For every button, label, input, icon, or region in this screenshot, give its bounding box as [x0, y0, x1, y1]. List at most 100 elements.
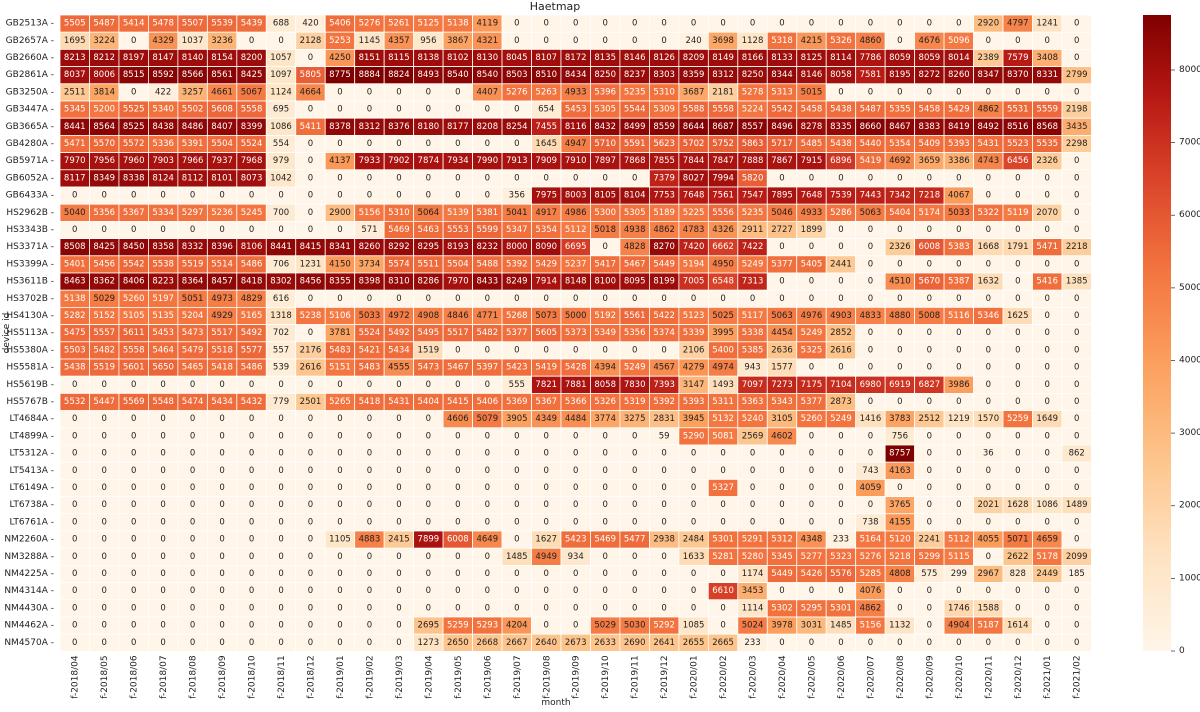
- cell-value-label: 5340: [152, 105, 174, 115]
- cell-value-label: 0: [602, 345, 607, 355]
- cell-value-label: 0: [396, 173, 401, 183]
- cell-value-label: 0: [160, 586, 165, 596]
- cell-value-label: 3783: [889, 414, 911, 424]
- cell-value-label: 4933: [565, 87, 587, 97]
- cell-value-label: 4676: [919, 36, 941, 46]
- cell-value-label: 0: [72, 449, 77, 459]
- cell-value-label: 0: [779, 277, 784, 287]
- cell-value-label: 0: [72, 380, 77, 390]
- cell-value-label: 0: [426, 191, 431, 201]
- cell-value-label: 0: [750, 517, 755, 527]
- cell-value-label: 4204: [506, 621, 528, 631]
- cell-value-label: 2873: [830, 397, 852, 407]
- cell-value-label: 0: [131, 500, 136, 510]
- cell-value-label: 0: [308, 139, 313, 149]
- cell-value-label: 1231: [300, 259, 322, 269]
- cell-value-label: 0: [1045, 586, 1050, 596]
- cell-value-label: 4904: [948, 621, 970, 631]
- cell-value-label: 0: [809, 363, 814, 373]
- cell-value-label: 3031: [801, 621, 823, 631]
- cell-value-label: 7547: [742, 191, 764, 201]
- cell-value-label: 8116: [565, 122, 587, 132]
- cell-value-label: 0: [544, 345, 549, 355]
- cell-value-label: 0: [190, 431, 195, 441]
- cell-value-label: 5192: [594, 311, 616, 321]
- cell-value-label: 0: [573, 449, 578, 459]
- y-tick-label: GB2513A -: [6, 19, 54, 29]
- y-tick-label: LT4684A -: [10, 414, 54, 424]
- cell-value-label: 3734: [359, 259, 381, 269]
- cell-value-label: 0: [868, 173, 873, 183]
- cell-value-label: 7581: [860, 70, 882, 80]
- cell-value-label: 8425: [93, 242, 115, 252]
- y-tick-label: LT6738A -: [10, 500, 54, 510]
- cell-value-label: 0: [367, 380, 372, 390]
- cell-value-label: 0: [1074, 414, 1079, 424]
- cell-value-label: 0: [249, 535, 254, 545]
- cell-value-label: 5414: [123, 19, 145, 29]
- cell-value-label: 0: [1045, 294, 1050, 304]
- cell-value-label: 0: [485, 517, 490, 527]
- cell-value-label: 0: [278, 431, 283, 441]
- cell-value-label: 0: [1074, 87, 1079, 97]
- cell-value-label: 5423: [506, 363, 528, 373]
- cell-value-label: 5458: [801, 105, 823, 115]
- cell-value-label: 0: [190, 414, 195, 424]
- cell-value-label: 2673: [565, 638, 587, 648]
- cell-value-label: 0: [544, 517, 549, 527]
- cell-value-label: 5502: [182, 105, 204, 115]
- cell-value-label: 0: [897, 19, 902, 29]
- cell-value-label: 0: [573, 621, 578, 631]
- cell-value-label: 5302: [771, 603, 793, 613]
- cell-value-label: 2511: [64, 87, 86, 97]
- cell-value-label: 5486: [241, 363, 263, 373]
- cell-value-label: 0: [485, 380, 490, 390]
- cell-value-label: 5345: [64, 105, 86, 115]
- cell-value-label: 0: [544, 586, 549, 596]
- cell-value-label: 0: [72, 225, 77, 235]
- cell-value-label: 8457: [211, 277, 233, 287]
- cell-value-label: 8193: [447, 242, 469, 252]
- cell-value-label: 0: [337, 569, 342, 579]
- cell-value-label: 1174: [742, 569, 764, 579]
- cell-value-label: 5096: [948, 36, 970, 46]
- cell-value-label: 0: [367, 191, 372, 201]
- cell-value-label: 0: [897, 328, 902, 338]
- x-tick-label: f-2020/04: [778, 655, 788, 699]
- x-tick-label: f-2019/02: [365, 655, 375, 698]
- y-tick-label: GB3665A -: [6, 122, 54, 132]
- cell-value-label: 0: [927, 638, 932, 648]
- cell-value-label: 2326: [889, 242, 911, 252]
- cell-value-label: 0: [602, 449, 607, 459]
- cell-value-label: 0: [337, 191, 342, 201]
- cell-value-label: 0: [897, 294, 902, 304]
- cell-value-label: 0: [1074, 156, 1079, 166]
- cell-value-label: 5599: [476, 225, 498, 235]
- y-tick-label: HS4130A -: [6, 311, 54, 321]
- cell-value-label: 4929: [211, 311, 233, 321]
- cell-value-label: 0: [396, 449, 401, 459]
- cell-value-label: 0: [72, 638, 77, 648]
- cell-value-label: 0: [337, 87, 342, 97]
- cell-value-label: 0: [514, 105, 519, 115]
- cell-value-label: 4348: [801, 535, 823, 545]
- cell-value-label: 5421: [359, 345, 381, 355]
- cell-value-label: 5419: [860, 156, 882, 166]
- cell-value-label: 0: [1015, 294, 1020, 304]
- cell-value-label: 5305: [624, 208, 646, 218]
- cell-value-label: 59: [659, 431, 670, 441]
- cell-value-label: 5301: [830, 603, 852, 613]
- cell-value-label: 8003: [565, 191, 587, 201]
- cell-value-label: 5487: [93, 19, 115, 29]
- cell-value-label: 2441: [830, 259, 852, 269]
- cell-value-label: 0: [219, 638, 224, 648]
- cell-value-label: 5282: [64, 311, 86, 321]
- cell-value-label: 702: [273, 328, 289, 338]
- cell-value-label: 8027: [683, 173, 705, 183]
- cell-value-label: 0: [219, 517, 224, 527]
- cell-value-label: 0: [278, 569, 283, 579]
- cell-value-label: 0: [337, 586, 342, 596]
- cell-value-label: 5391: [182, 139, 204, 149]
- cell-value-label: 0: [956, 431, 961, 441]
- cell-value-label: 0: [956, 345, 961, 355]
